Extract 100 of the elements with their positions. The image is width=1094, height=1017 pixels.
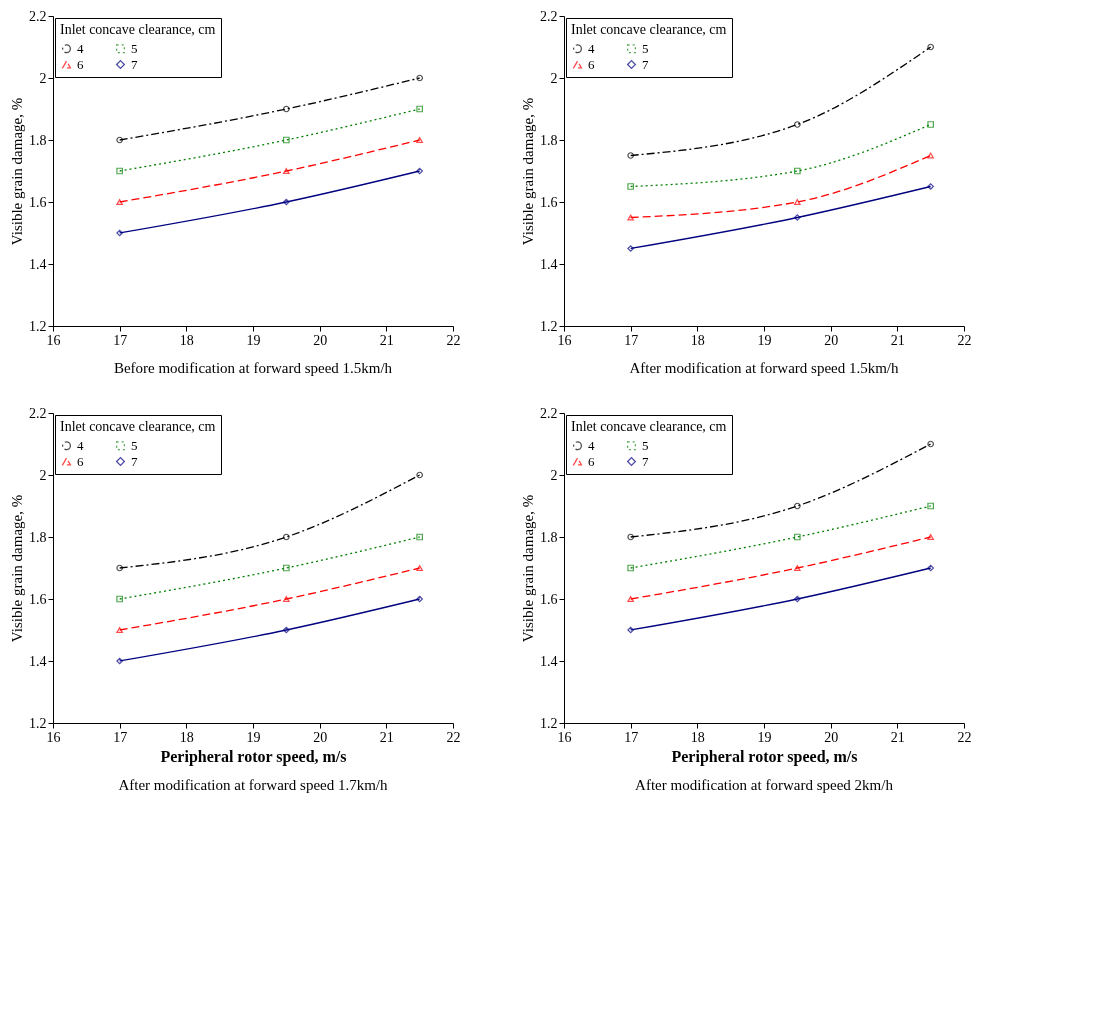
- legend-label: 4: [588, 40, 595, 56]
- point: [416, 137, 424, 143]
- point: [416, 74, 424, 82]
- x-tick-label: 21: [890, 332, 905, 348]
- point: [927, 183, 935, 190]
- x-tick-label: 19: [246, 729, 261, 745]
- x-tick-label: 21: [379, 729, 394, 745]
- point: [627, 183, 634, 190]
- point: [927, 564, 935, 572]
- legend-title: Inlet concave clearance, cm: [571, 22, 727, 37]
- point: [627, 626, 635, 634]
- y-axis-title: Visible grain damage, %: [520, 494, 536, 643]
- x-tick-label: 16: [557, 729, 572, 745]
- point: [927, 534, 935, 540]
- legend-title: Inlet concave clearance, cm: [571, 419, 727, 434]
- x-tick-label: 17: [113, 332, 128, 348]
- point: [927, 152, 935, 159]
- point: [416, 105, 423, 113]
- y-tick-label: 1.4: [29, 653, 47, 669]
- y-tick-label: 2: [39, 467, 47, 483]
- y-tick-label: 1.6: [29, 194, 47, 210]
- point: [627, 152, 635, 159]
- point: [627, 596, 635, 602]
- x-tick-label: 19: [757, 332, 772, 348]
- y-tick-label: 2: [550, 70, 558, 86]
- point: [793, 199, 801, 205]
- x-tick-label: 22: [957, 729, 972, 745]
- x-tick-label: 21: [379, 332, 394, 348]
- x-tick-label: 20: [824, 332, 839, 348]
- point: [927, 502, 934, 510]
- y-tick-label: 2: [39, 70, 47, 86]
- y-tick-label: 1.6: [540, 591, 558, 607]
- text: After modification at forward speed 1.5km/h: [629, 360, 900, 376]
- point: [927, 440, 935, 448]
- y-axis-title: Visible grain damage, %: [9, 494, 25, 643]
- legend-label: 7: [131, 453, 138, 469]
- point: [927, 43, 935, 51]
- legend-label: 4: [77, 437, 84, 453]
- x-tick-label: 17: [624, 729, 639, 745]
- y-tick-label: 1.6: [540, 194, 558, 210]
- point: [793, 565, 801, 571]
- point: [627, 533, 635, 541]
- legend-label: 6: [588, 453, 595, 469]
- x-tick-label: 19: [757, 729, 772, 745]
- point: [116, 627, 124, 633]
- point: [416, 471, 424, 479]
- legend-label: 5: [131, 437, 138, 453]
- y-tick-label: 1.4: [540, 653, 558, 669]
- x-tick-label: 20: [313, 332, 328, 348]
- y-tick-label: 1.8: [29, 132, 47, 148]
- x-tick-label: 18: [690, 332, 705, 348]
- point: [116, 229, 124, 237]
- y-axis-title: Visible grain damage, %: [9, 97, 25, 246]
- point: [627, 245, 635, 252]
- legend-label: 4: [588, 437, 595, 453]
- legend-title: Inlet concave clearance, cm: [60, 419, 216, 434]
- x-tick-label: 20: [313, 729, 328, 745]
- x-tick-label: 16: [557, 332, 572, 348]
- point: [116, 199, 124, 205]
- point: [627, 214, 635, 221]
- y-tick-label: 2.2: [540, 405, 558, 421]
- point: [282, 533, 290, 541]
- point: [116, 136, 124, 144]
- y-tick-label: 1.2: [29, 318, 47, 334]
- y-tick-label: 1.8: [29, 529, 47, 545]
- point: [282, 136, 290, 144]
- point: [416, 565, 424, 571]
- legend-label: 6: [588, 56, 595, 72]
- point: [282, 564, 290, 572]
- legend-label: 6: [77, 56, 84, 72]
- point: [116, 657, 124, 665]
- text: Before modification at forward speed 1.5km/h: [113, 360, 393, 376]
- legend-label: 7: [642, 56, 649, 72]
- x-tick-label: 16: [46, 729, 61, 745]
- y-tick-label: 1.8: [540, 529, 558, 545]
- point: [282, 596, 290, 602]
- legend-label: 5: [131, 40, 138, 56]
- x-tick-label: 17: [624, 332, 639, 348]
- y-tick-label: 2.2: [29, 8, 47, 24]
- point: [416, 167, 424, 175]
- point: [116, 595, 123, 603]
- legend-label: 5: [642, 437, 649, 453]
- point: [793, 121, 801, 128]
- x-tick-label: 18: [179, 332, 194, 348]
- point: [793, 533, 801, 541]
- point: [116, 564, 124, 572]
- y-tick-label: 1.4: [540, 256, 558, 272]
- y-tick-label: 1.2: [540, 318, 558, 334]
- point: [793, 167, 801, 175]
- x-tick-label: 16: [46, 332, 61, 348]
- x-tick-label: 21: [890, 729, 905, 745]
- legend-label: 4: [77, 40, 84, 56]
- x-tick-label: 17: [113, 729, 128, 745]
- x-axis-title: Peripheral rotor speed, m/s: [671, 747, 858, 766]
- point: [927, 121, 934, 128]
- point: [282, 168, 290, 174]
- y-tick-label: 2.2: [540, 8, 558, 24]
- legend-title: Inlet concave clearance, cm: [60, 22, 216, 37]
- point: [793, 502, 801, 510]
- x-tick-label: 19: [246, 332, 261, 348]
